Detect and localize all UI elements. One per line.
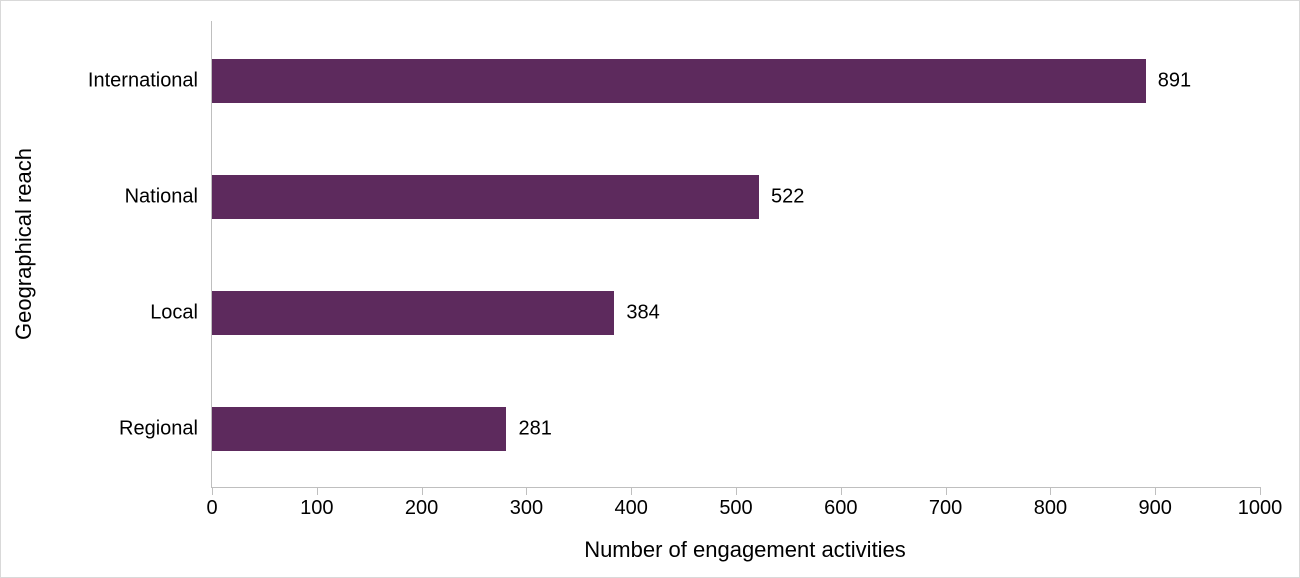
x-tick — [1155, 487, 1156, 495]
x-axis-title: Number of engagement activities — [211, 537, 1279, 563]
value-label: 281 — [518, 418, 551, 441]
bar — [212, 291, 614, 335]
y-axis-title: Geographical reach — [11, 148, 37, 340]
bar — [212, 407, 506, 451]
y-axis-title-wrap: Geographical reach — [9, 1, 39, 487]
x-tick-label: 300 — [510, 497, 543, 520]
category-label: Regional — [119, 418, 198, 441]
x-tick-label: 0 — [206, 497, 217, 520]
x-tick — [317, 487, 318, 495]
value-label: 522 — [771, 186, 804, 209]
x-tick-label: 1000 — [1238, 497, 1283, 520]
x-tick-label: 900 — [1139, 497, 1172, 520]
bar — [212, 175, 759, 219]
x-tick-label: 500 — [719, 497, 752, 520]
category-label: International — [88, 70, 198, 93]
x-tick — [631, 487, 632, 495]
value-label: 891 — [1158, 70, 1191, 93]
value-label: 384 — [626, 302, 659, 325]
x-tick-label: 600 — [824, 497, 857, 520]
x-tick — [422, 487, 423, 495]
x-tick-label: 700 — [929, 497, 962, 520]
x-tick — [1050, 487, 1051, 495]
bar — [212, 59, 1146, 103]
category-label: National — [125, 186, 198, 209]
chart-frame: Geographical reach 010020030040050060070… — [0, 0, 1300, 578]
x-tick-label: 200 — [405, 497, 438, 520]
plot-area: 01002003004005006007008009001000Internat… — [211, 21, 1260, 488]
x-tick — [1260, 487, 1261, 495]
x-tick — [841, 487, 842, 495]
x-tick-label: 400 — [615, 497, 648, 520]
x-tick-label: 100 — [300, 497, 333, 520]
x-tick — [736, 487, 737, 495]
x-tick — [526, 487, 527, 495]
category-label: Local — [150, 302, 198, 325]
x-tick — [212, 487, 213, 495]
x-tick-label: 800 — [1034, 497, 1067, 520]
x-tick — [946, 487, 947, 495]
